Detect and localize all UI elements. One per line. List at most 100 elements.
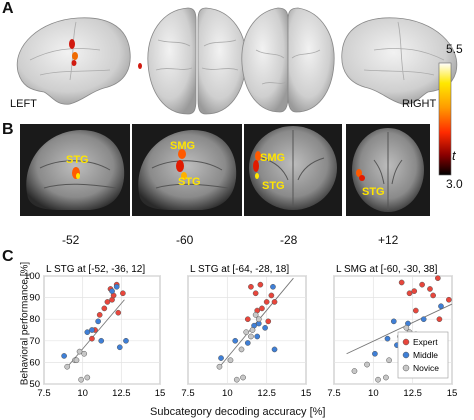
data-point-novice: [255, 316, 262, 323]
legend-label-expert: Expert: [413, 337, 438, 347]
scatter-plot-3-title: L SMG at [-60, -30, 38]: [336, 264, 438, 275]
regression-line: [346, 303, 453, 355]
x-tick-label: 10: [77, 388, 88, 399]
data-point-middle: [254, 333, 261, 340]
data-point-novice: [216, 363, 223, 370]
x-tick-label: 15: [447, 388, 458, 399]
brain-dorsal: [138, 7, 247, 115]
data-point-novice: [238, 346, 245, 353]
data-point-expert: [268, 292, 275, 299]
left-hemisphere-label: LEFT: [10, 98, 37, 110]
data-point-expert: [101, 305, 108, 312]
data-point-expert: [115, 309, 122, 316]
x-tick-label: 15: [155, 388, 166, 399]
mri-slice-sagittal-52: [20, 124, 130, 216]
data-point-expert: [259, 305, 265, 312]
data-point-expert: [427, 286, 433, 292]
scatter-plot-2-title: L STG at [-64, -28, 18]: [190, 264, 289, 275]
data-point-middle: [95, 318, 101, 325]
data-point-middle: [123, 337, 129, 344]
x-tick-label: 7.5: [37, 388, 50, 399]
slice4-label-stg: STG: [362, 186, 385, 198]
data-point-middle: [84, 329, 91, 336]
panel-c-scatter-plots: L STG at [-52, -36, 12] 7.5 10 12.5 15 50 60 70…: [24, 264, 458, 399]
data-point-novice: [233, 376, 240, 383]
legend-label-middle: Middle: [413, 350, 438, 360]
data-point-middle: [61, 353, 67, 359]
data-point-expert: [406, 290, 413, 297]
data-point-middle: [262, 324, 268, 331]
colorbar-t-label: t: [452, 148, 456, 163]
legend-marker-novice: [402, 364, 410, 372]
data-point-middle: [116, 344, 123, 351]
data-point-novice: [248, 333, 254, 340]
data-point-middle: [438, 303, 444, 310]
data-point-middle: [271, 346, 278, 353]
legend-marker-middle: [402, 351, 410, 359]
data-point-expert: [430, 292, 436, 299]
data-point-novice: [64, 363, 71, 370]
colorbar: [438, 62, 452, 176]
x-tick-label: 10: [222, 388, 233, 399]
data-point-novice: [73, 357, 80, 364]
data-point-expert: [96, 312, 103, 318]
y-tick-label: 80: [29, 314, 40, 325]
slice-coord-3: -28: [280, 233, 298, 247]
data-point-middle: [98, 337, 105, 344]
data-point-novice: [76, 348, 83, 355]
data-point-novice: [243, 329, 250, 336]
data-point-expert: [271, 299, 278, 305]
data-point-expert: [263, 299, 270, 305]
x-tick-label: 12.5: [257, 388, 276, 399]
data-point-novice: [364, 361, 370, 368]
data-point-novice: [240, 374, 246, 381]
data-point-middle: [270, 283, 276, 290]
x-tick-label: 15: [301, 388, 312, 399]
colorbar-gradient: [438, 62, 452, 176]
scatter-x-axis-label: Subcategory decoding accuracy [%]: [150, 406, 326, 418]
brain-left-lateral: [16, 17, 131, 105]
panel-label-a: A: [2, 0, 14, 17]
y-tick-label: 60: [29, 357, 40, 368]
data-point-expert: [434, 275, 441, 282]
x-tick-label: 7.5: [181, 388, 194, 399]
data-point-expert: [446, 296, 452, 303]
data-point-novice: [351, 368, 358, 374]
y-tick-label: 100: [24, 271, 40, 282]
mri-slice-axial-12: [346, 124, 430, 216]
y-tick-label: 70: [29, 336, 40, 347]
data-point-expert: [419, 281, 425, 288]
slice1-label-stg: STG: [66, 154, 89, 166]
slice-coord-4: +12: [378, 233, 399, 247]
y-tick-label: 50: [29, 379, 40, 390]
slice-coord-2: -60: [176, 233, 194, 247]
data-point-middle: [113, 283, 120, 290]
mri-slice-coronal-28: [244, 124, 342, 216]
legend-marker-expert: [402, 338, 410, 346]
panel-label-c: C: [2, 248, 14, 265]
data-point-novice: [403, 324, 410, 331]
data-point-middle: [390, 318, 397, 325]
mri-slice-sagittal-60: [132, 124, 242, 216]
slice3-label-smg: SMG: [260, 152, 286, 164]
slice2-label-smg: SMG: [170, 140, 196, 152]
data-point-expert: [257, 281, 264, 288]
data-point-novice: [375, 376, 381, 383]
x-tick-label: 12.5: [112, 388, 131, 399]
x-tick-label: 7.5: [327, 388, 340, 399]
data-point-expert: [265, 318, 272, 325]
x-tick-label: 12.5: [403, 388, 422, 399]
data-point-novice: [84, 374, 91, 381]
scatter-plot-1-frame: [43, 275, 161, 385]
slice3-label-stg: STG: [262, 180, 285, 192]
colorbar-max: 5.5: [446, 42, 463, 56]
data-point-novice: [386, 357, 392, 364]
data-point-middle: [372, 350, 378, 357]
data-point-middle: [384, 335, 391, 342]
data-point-expert: [244, 316, 251, 323]
colorbar-min: 3.0: [446, 177, 463, 191]
data-point-middle: [89, 327, 95, 333]
regression-line: [65, 299, 125, 370]
data-point-expert: [248, 283, 254, 290]
data-point-novice: [252, 312, 259, 318]
